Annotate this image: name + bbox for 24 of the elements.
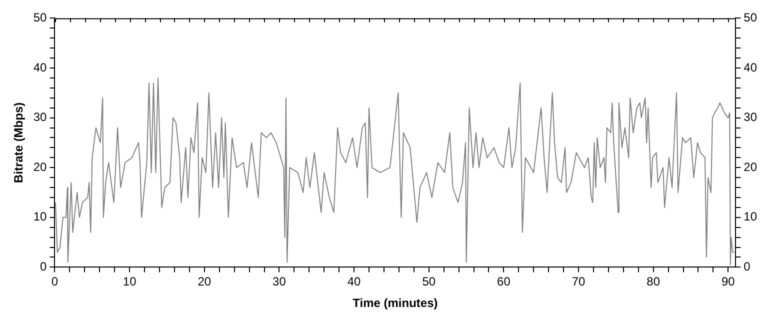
y-axis-title: Bitrate (Mbps) (12, 102, 26, 184)
x-tick-label: 10 (122, 274, 137, 289)
x-tick-label: 0 (51, 274, 58, 289)
y2-tick-label: 40 (744, 60, 758, 74)
y-tick-label: 10 (33, 210, 48, 224)
y-tick-label: 50 (33, 10, 48, 25)
y2-tick-label: 50 (744, 10, 758, 25)
x-tick-label: 20 (198, 274, 212, 289)
y2-tick-label: 0 (744, 260, 751, 274)
y-tick-label: 20 (33, 160, 48, 174)
x-tick-label: 60 (497, 274, 511, 289)
x-tick-label: 50 (422, 274, 436, 289)
x-tick-label: 30 (272, 274, 286, 289)
y2-tick-label: 20 (744, 160, 758, 174)
x-tick-label: 90 (721, 274, 736, 289)
y-tick-label: 40 (33, 60, 48, 74)
y-tick-label: 30 (33, 110, 48, 124)
x-tick-label: 70 (572, 274, 586, 289)
x-tick-label: 80 (646, 274, 660, 289)
y2-tick-label: 30 (744, 110, 758, 124)
y2-tick-label: 10 (744, 210, 758, 224)
y-tick-label: 0 (40, 260, 48, 274)
x-axis-title: Time (minutes) (352, 296, 438, 310)
x-tick-label: 40 (347, 274, 362, 289)
